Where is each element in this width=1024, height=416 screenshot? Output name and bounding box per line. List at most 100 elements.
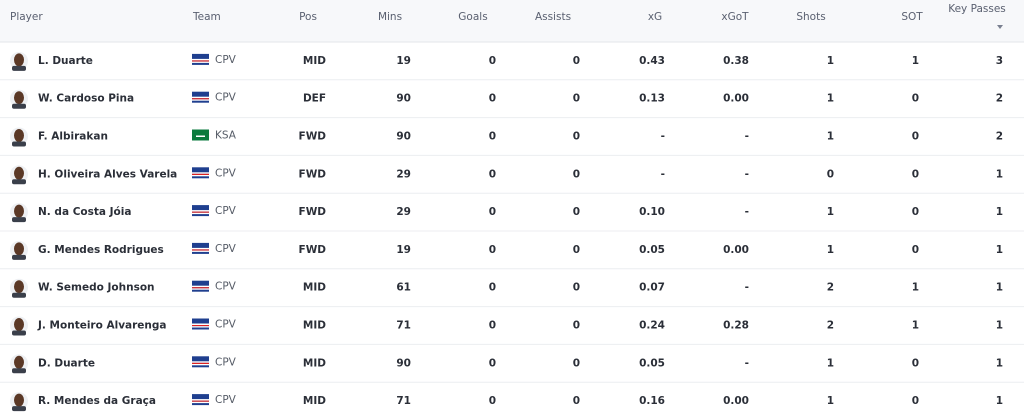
stat-cell: 0 xyxy=(489,357,496,369)
team-code: CPV xyxy=(215,243,237,255)
team-flag-stripe xyxy=(192,175,209,177)
player-shirt xyxy=(12,103,26,109)
stat-cell: 0 xyxy=(573,55,580,67)
stat-cell: 0 xyxy=(489,395,496,407)
stat-cell: 1 xyxy=(996,244,1003,256)
stat-cell: 0 xyxy=(912,395,919,407)
stat-cell: MID xyxy=(303,55,326,67)
column-header[interactable]: xG xyxy=(648,11,662,23)
stat-cell: 1 xyxy=(827,131,834,143)
team-flag-stripe xyxy=(192,323,209,325)
player-name[interactable]: L. Duarte xyxy=(38,55,93,67)
column-header[interactable]: Pos xyxy=(299,11,317,23)
player-shirt xyxy=(12,292,26,298)
team-flag-stripe xyxy=(192,361,209,363)
player-name[interactable]: F. Albirakan xyxy=(38,131,108,143)
team-code: CPV xyxy=(215,54,237,66)
stat-cell: 90 xyxy=(396,131,411,143)
stat-cell: 2 xyxy=(827,320,834,332)
stat-cell: 1 xyxy=(912,282,919,294)
sort-indicator[interactable] xyxy=(997,25,1003,29)
stat-cell: 1 xyxy=(996,206,1003,218)
player-face xyxy=(14,129,24,142)
player-shirt xyxy=(12,254,26,260)
stat-cell: - xyxy=(745,131,749,143)
column-header[interactable]: Player xyxy=(10,11,43,23)
player-face xyxy=(14,242,24,256)
team-flag-stripe xyxy=(192,173,209,175)
stat-cell: 0 xyxy=(573,395,580,407)
stat-cell: 29 xyxy=(396,206,411,218)
stat-cell: 0 xyxy=(912,131,919,143)
team-code: CPV xyxy=(215,167,237,179)
player-face xyxy=(14,204,24,218)
column-header[interactable]: Key Passes xyxy=(948,3,1006,15)
stat-cell: 1 xyxy=(827,206,834,218)
team-flag-stripe xyxy=(192,400,209,402)
stat-cell: 1 xyxy=(996,282,1003,294)
team-flag-detail xyxy=(196,135,205,137)
player-shirt xyxy=(12,65,26,71)
stat-cell: 0.05 xyxy=(639,244,665,256)
stat-cell: - xyxy=(745,168,749,180)
stat-cell: 1 xyxy=(912,55,919,67)
column-header[interactable]: Team xyxy=(192,11,221,23)
player-shirt xyxy=(12,406,26,412)
team-flag-stripe xyxy=(192,212,209,215)
stat-cell: MID xyxy=(303,395,326,407)
column-header[interactable]: Assists xyxy=(535,11,571,23)
column-header[interactable]: Mins xyxy=(378,11,402,23)
player-name[interactable]: G. Mendes Rodrigues xyxy=(38,244,164,256)
stat-cell: 0 xyxy=(573,320,580,332)
stat-cell: 0 xyxy=(573,282,580,294)
stat-cell: 0 xyxy=(489,320,496,332)
stat-cell: 1 xyxy=(827,357,834,369)
team-code: CPV xyxy=(215,205,237,217)
stat-cell: - xyxy=(661,168,665,180)
team-code: CPV xyxy=(215,319,237,331)
stat-cell: 0 xyxy=(489,93,496,105)
team-flag-stripe xyxy=(192,362,209,364)
player-name[interactable]: W. Cardoso Pina xyxy=(38,93,134,105)
stat-cell: 0 xyxy=(573,93,580,105)
team-flag-stripe xyxy=(192,325,209,327)
stat-cell: 0 xyxy=(489,168,496,180)
player-name[interactable]: W. Semedo Johnson xyxy=(38,282,155,294)
player-name[interactable]: H. Oliveira Alves Varela xyxy=(38,168,177,180)
stat-cell: 0 xyxy=(912,244,919,256)
player-shirt xyxy=(12,179,26,185)
team-flag xyxy=(192,129,209,141)
column-header[interactable]: Shots xyxy=(796,11,825,23)
stat-cell: 3 xyxy=(996,55,1003,67)
team-flag-stripe xyxy=(192,58,209,61)
player-name[interactable]: J. Monteiro Alvarenga xyxy=(37,320,167,332)
player-name[interactable]: N. da Costa Jóia xyxy=(38,206,131,218)
stat-cell: 0 xyxy=(489,55,496,67)
player-name[interactable]: R. Mendes da Graça xyxy=(38,395,156,407)
stat-cell: 0 xyxy=(573,206,580,218)
team-code: KSA xyxy=(215,130,237,142)
stat-cell: 71 xyxy=(396,395,411,407)
player-face xyxy=(14,355,24,369)
stat-cell: 1 xyxy=(827,244,834,256)
team-flag-stripe xyxy=(192,96,209,99)
column-header[interactable]: xGoT xyxy=(721,11,749,23)
stat-cell: FWD xyxy=(299,131,327,143)
team-flag-stripe xyxy=(192,247,209,250)
column-header[interactable]: SOT xyxy=(901,11,923,23)
stat-cell: 0 xyxy=(489,282,496,294)
team-flag-stripe xyxy=(192,98,209,100)
stat-cell: 0 xyxy=(489,206,496,218)
player-face xyxy=(14,166,24,180)
stat-cell: DEF xyxy=(303,93,326,105)
stat-cell: MID xyxy=(303,320,326,332)
team-flag-stripe xyxy=(192,99,209,101)
column-header[interactable]: Goals xyxy=(458,11,487,23)
stat-cell: 0 xyxy=(489,244,496,256)
team-flag-stripe xyxy=(192,364,209,366)
player-name[interactable]: D. Duarte xyxy=(38,357,95,369)
stat-cell: 0.00 xyxy=(723,395,749,407)
stat-cell: 1 xyxy=(996,395,1003,407)
stat-cell: 90 xyxy=(396,93,411,105)
team-flag-stripe xyxy=(192,172,209,174)
